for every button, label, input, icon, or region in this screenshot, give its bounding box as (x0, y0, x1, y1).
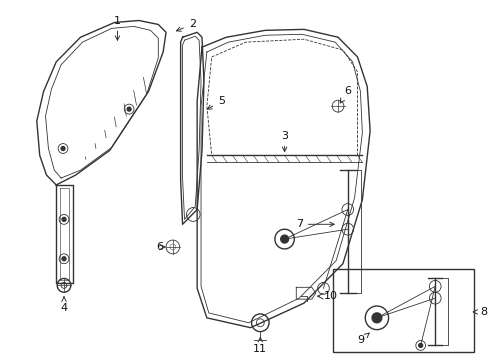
Text: 10: 10 (323, 291, 337, 301)
Circle shape (418, 343, 422, 347)
Circle shape (61, 147, 65, 150)
Text: 8: 8 (472, 307, 487, 317)
Circle shape (62, 217, 66, 221)
Text: 6: 6 (340, 86, 350, 103)
Text: 6: 6 (156, 242, 163, 252)
Circle shape (127, 107, 131, 111)
Circle shape (62, 257, 66, 261)
Circle shape (371, 313, 381, 323)
Text: 5: 5 (207, 96, 224, 109)
Circle shape (280, 235, 288, 243)
Text: 3: 3 (281, 131, 287, 152)
Text: 4: 4 (61, 297, 67, 313)
Text: 9: 9 (356, 333, 368, 346)
Text: 11: 11 (253, 337, 267, 354)
Text: 2: 2 (176, 19, 196, 31)
Text: 7: 7 (295, 219, 333, 229)
Bar (332, 269, 473, 352)
Text: 1: 1 (114, 15, 121, 40)
